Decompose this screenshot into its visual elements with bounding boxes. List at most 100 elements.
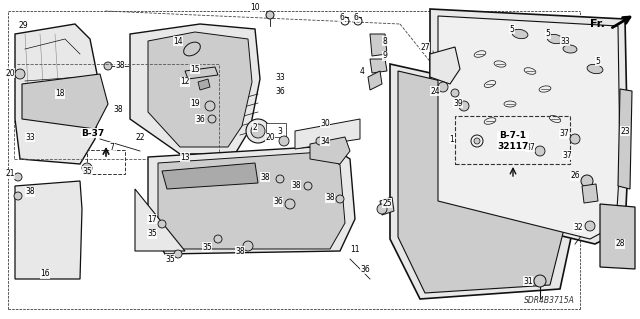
Text: 38: 38	[260, 173, 270, 182]
Text: 33: 33	[560, 36, 570, 46]
Bar	[455, 116, 570, 164]
Text: SDR4B3715A: SDR4B3715A	[524, 296, 575, 305]
Circle shape	[304, 182, 312, 190]
Polygon shape	[310, 137, 350, 164]
Text: 38: 38	[291, 181, 301, 189]
Polygon shape	[130, 24, 260, 154]
Text: 35: 35	[82, 167, 92, 175]
Ellipse shape	[587, 64, 603, 74]
Text: 38: 38	[325, 194, 335, 203]
Circle shape	[581, 175, 593, 187]
Circle shape	[82, 163, 92, 173]
Bar	[266, 123, 286, 137]
Text: 17: 17	[147, 214, 157, 224]
Polygon shape	[15, 181, 82, 279]
Text: 6: 6	[353, 12, 358, 21]
Ellipse shape	[547, 34, 563, 44]
Circle shape	[570, 134, 580, 144]
Text: 33: 33	[25, 132, 35, 142]
Polygon shape	[148, 32, 252, 147]
Polygon shape	[22, 74, 108, 129]
Circle shape	[459, 101, 469, 111]
Text: 36: 36	[195, 115, 205, 123]
Polygon shape	[380, 197, 394, 215]
Circle shape	[14, 192, 22, 200]
Text: 20: 20	[5, 69, 15, 78]
Text: 7: 7	[109, 143, 115, 152]
Text: 29: 29	[18, 20, 28, 29]
Text: 38: 38	[235, 247, 245, 256]
Text: 1: 1	[450, 135, 454, 144]
Text: 10: 10	[250, 4, 260, 12]
Circle shape	[451, 89, 459, 97]
Polygon shape	[430, 9, 628, 244]
Polygon shape	[148, 146, 355, 254]
Circle shape	[15, 69, 25, 79]
Text: 27: 27	[420, 42, 430, 51]
Circle shape	[285, 199, 295, 209]
Text: 34: 34	[320, 137, 330, 145]
Text: 4: 4	[360, 66, 364, 76]
Text: 38: 38	[113, 106, 123, 115]
Text: 36: 36	[360, 264, 370, 273]
Text: 14: 14	[173, 36, 183, 46]
Text: 36: 36	[273, 197, 283, 206]
Text: 25: 25	[382, 198, 392, 207]
Text: B-37: B-37	[81, 129, 104, 137]
Text: 22: 22	[135, 132, 145, 142]
Text: 35: 35	[165, 255, 175, 263]
Text: 16: 16	[40, 270, 50, 278]
Circle shape	[474, 138, 480, 144]
Polygon shape	[370, 59, 387, 73]
Text: 33: 33	[275, 72, 285, 81]
Ellipse shape	[563, 45, 577, 53]
Circle shape	[438, 82, 448, 92]
Polygon shape	[390, 64, 575, 299]
Text: 5: 5	[596, 56, 600, 65]
Text: 8: 8	[383, 36, 387, 46]
Text: 20: 20	[265, 133, 275, 143]
Polygon shape	[368, 71, 382, 90]
Circle shape	[377, 204, 387, 214]
Text: 35: 35	[147, 229, 157, 239]
Text: 26: 26	[570, 172, 580, 181]
Text: 37: 37	[559, 130, 569, 138]
Text: B-7-1
32117: B-7-1 32117	[497, 131, 529, 151]
Polygon shape	[158, 152, 345, 249]
Circle shape	[535, 146, 545, 156]
Text: 19: 19	[190, 99, 200, 108]
Polygon shape	[600, 204, 635, 269]
Polygon shape	[370, 34, 387, 56]
Text: 2: 2	[253, 122, 257, 131]
Text: 23: 23	[620, 127, 630, 136]
Circle shape	[174, 250, 182, 258]
Ellipse shape	[184, 42, 200, 56]
Text: 38: 38	[25, 188, 35, 197]
Text: 37: 37	[562, 151, 572, 160]
Circle shape	[251, 124, 265, 138]
Polygon shape	[15, 24, 100, 164]
Circle shape	[158, 220, 166, 228]
Text: 35: 35	[202, 242, 212, 251]
Circle shape	[276, 175, 284, 183]
Text: 28: 28	[615, 240, 625, 249]
Circle shape	[266, 11, 274, 19]
Circle shape	[208, 115, 216, 123]
Text: 6: 6	[340, 12, 344, 21]
Polygon shape	[398, 71, 566, 293]
Text: 13: 13	[180, 152, 190, 161]
Polygon shape	[430, 47, 460, 84]
Ellipse shape	[512, 29, 528, 39]
Text: 18: 18	[55, 90, 65, 99]
Text: 37: 37	[525, 143, 535, 152]
Polygon shape	[582, 184, 598, 203]
Text: 32: 32	[573, 222, 583, 232]
Text: 39: 39	[453, 99, 463, 108]
Text: 31: 31	[523, 277, 533, 286]
Circle shape	[246, 119, 270, 143]
Polygon shape	[438, 16, 620, 239]
Text: Fr.: Fr.	[590, 19, 605, 29]
Text: 11: 11	[350, 244, 360, 254]
Circle shape	[336, 195, 344, 203]
Polygon shape	[135, 189, 185, 251]
